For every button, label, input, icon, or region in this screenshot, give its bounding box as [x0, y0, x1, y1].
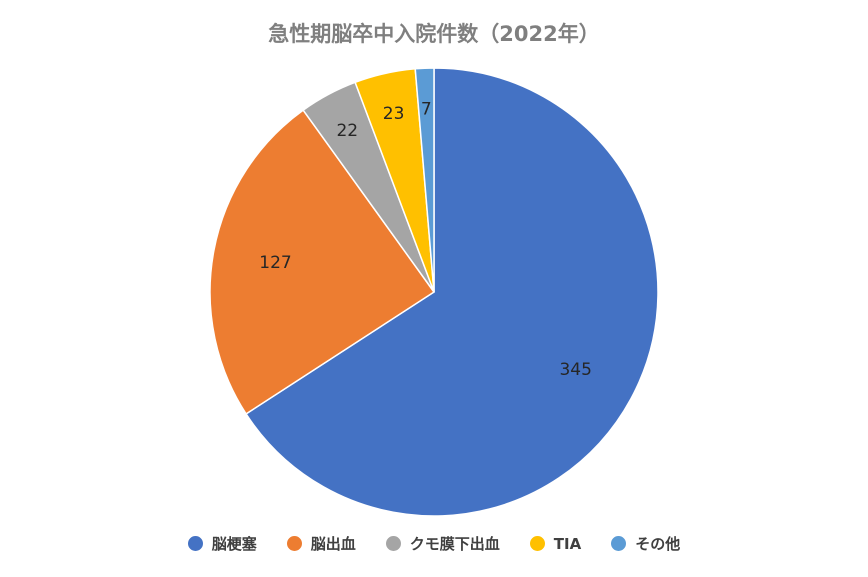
chart-legend: 脳梗塞 脳出血 クモ膜下出血 TIA その他: [0, 533, 868, 554]
legend-item-4: TIA: [529, 534, 582, 553]
legend-label-1: 脳梗塞: [211, 535, 257, 553]
legend-marker-1: [187, 536, 203, 551]
legend-marker-2: [286, 536, 302, 551]
legend-marker-4: [529, 536, 545, 551]
data-label-2: 127: [259, 253, 291, 273]
legend-marker-3: [385, 536, 401, 551]
chart-title: 急性期脳卒中入院件数（2022年）: [268, 22, 600, 46]
legend-item-3: クモ膜下出血: [385, 533, 500, 554]
legend-item-2: 脳出血: [286, 533, 356, 554]
pie-slice-5: [414, 67, 435, 293]
data-label-5: 7: [421, 99, 432, 119]
legend-label-2: 脳出血: [310, 535, 356, 553]
pie-slice-2: [209, 109, 436, 415]
data-label-4: 23: [383, 104, 405, 124]
pie-slice-1: [245, 67, 659, 517]
legend-item-1: 脳梗塞: [187, 533, 257, 554]
legend-label-4: TIA: [553, 534, 582, 553]
legend-item-5: その他: [611, 533, 680, 554]
legend-label-5: その他: [635, 535, 681, 553]
data-label-3: 22: [336, 121, 358, 141]
legend-label-3: クモ膜下出血: [409, 535, 500, 553]
legend-marker-5: [611, 536, 627, 551]
data-label-1: 345: [559, 360, 591, 380]
